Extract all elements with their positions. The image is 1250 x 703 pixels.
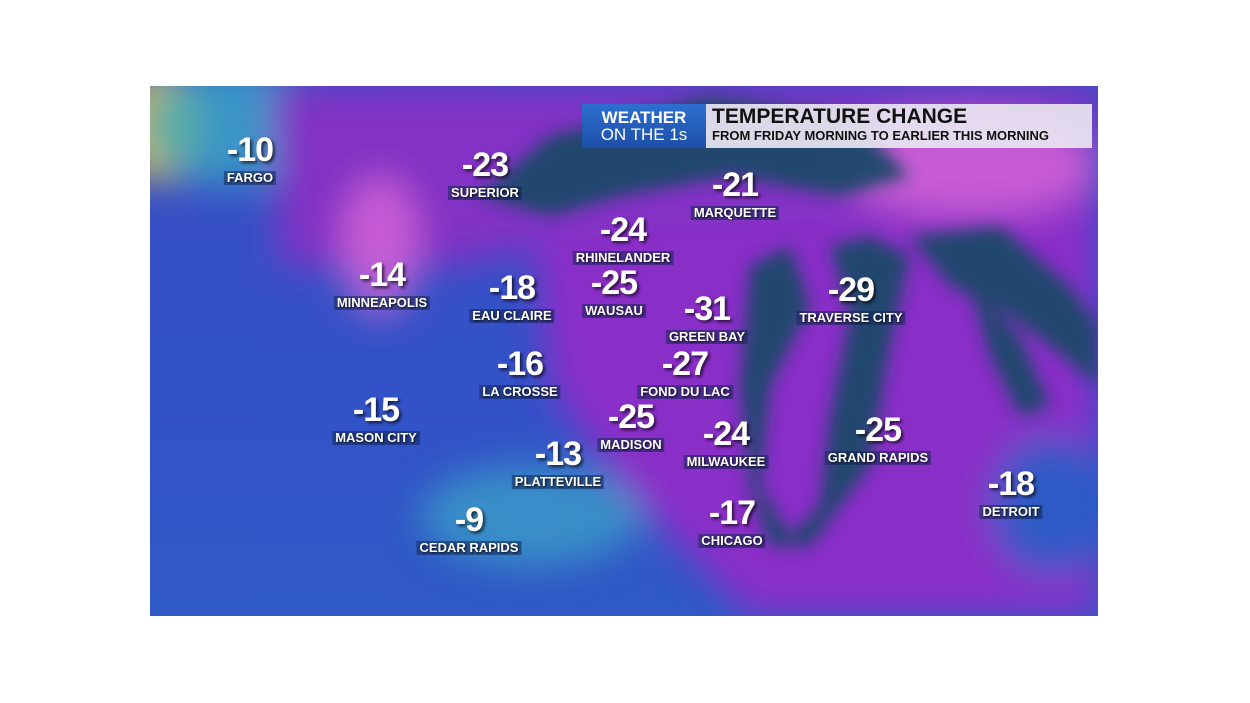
city-milwaukee: -24 MILWAUKEE (683, 415, 769, 470)
temperature-change-value: -24 (599, 211, 647, 249)
city-cedar-rapids: -9 CEDAR RAPIDS (416, 501, 522, 556)
temperature-change-value: -31 (683, 290, 731, 328)
city-name: MARQUETTE (690, 206, 780, 220)
city-mason-city: -15 MASON CITY (332, 393, 420, 446)
temperature-change-value: -27 (661, 345, 709, 383)
city-minneapolis: -14 MINNEAPOLIS (333, 256, 431, 311)
city-name: WAUSAU (582, 304, 646, 318)
city-name: LA CROSSE (479, 385, 561, 399)
map-title: TEMPERATURE CHANGE (712, 105, 968, 128)
city-name: CHICAGO (698, 534, 766, 548)
brand-line2: ON THE 1s (600, 125, 688, 144)
city-fond-du-lac: -27 FOND DU LAC (637, 347, 733, 400)
temperature-change-value: -29 (827, 271, 875, 309)
city-madison: -25 MADISON (597, 398, 665, 453)
temperature-change-value: -10 (226, 131, 274, 169)
temperature-change-value: -24 (702, 415, 750, 453)
city-superior: -23 SUPERIOR (448, 148, 522, 201)
city-eau-claire: -18 EAU CLAIRE (469, 269, 555, 324)
temperature-change-value: -23 (461, 146, 509, 184)
blue-zone-detroit (990, 436, 1098, 576)
city-platteville: -13 PLATTEVILLE (511, 435, 605, 490)
city-name: PLATTEVILLE (511, 475, 605, 489)
city-name: MASON CITY (332, 431, 420, 445)
city-name: MADISON (597, 438, 665, 452)
lake-huron-bay (970, 286, 1050, 416)
header-banner: WEATHER ON THE 1s TEMPERATURE CHANGE FRO… (582, 104, 1092, 148)
magenta-zone (340, 176, 420, 316)
city-fargo: -10 FARGO (223, 131, 277, 186)
brand-line1: WEATHER (601, 108, 687, 127)
city-name: FOND DU LAC (637, 385, 733, 399)
temperature-change-value: -14 (358, 256, 406, 294)
city-detroit: -18 DETROIT (979, 465, 1043, 520)
temperature-change-value: -18 (488, 269, 536, 307)
city-name: FARGO (223, 171, 277, 185)
city-name: EAU CLAIRE (469, 309, 555, 323)
purple-zone (530, 186, 1098, 616)
brand-logo: WEATHER ON THE 1s (582, 104, 706, 148)
city-traverse-city: -29 TRAVERSE CITY (796, 271, 906, 326)
temperature-change-value: -25 (854, 411, 902, 449)
city-name: MILWAUKEE (683, 455, 769, 469)
city-name: GRAND RAPIDS (824, 451, 932, 465)
city-grand-rapids: -25 GRAND RAPIDS (824, 411, 932, 466)
city-wausau: -25 WAUSAU (582, 266, 646, 319)
temperature-change-value: -17 (708, 494, 756, 532)
temperature-change-value: -9 (454, 501, 484, 539)
city-name: GREEN BAY (665, 330, 749, 344)
temperature-change-value: -25 (607, 398, 655, 436)
city-chicago: -17 CHICAGO (698, 494, 766, 549)
city-marquette: -21 MARQUETTE (690, 166, 780, 221)
temperature-change-value: -16 (496, 345, 544, 383)
city-la-crosse: -16 LA CROSSE (479, 345, 561, 400)
city-green-bay: -31 GREEN BAY (665, 290, 749, 345)
temperature-change-value: -15 (352, 391, 400, 429)
temperature-change-value: -18 (987, 465, 1035, 503)
city-rhinelander: -24 RHINELANDER (572, 211, 674, 266)
city-name: SUPERIOR (448, 186, 522, 200)
map-subtitle: FROM FRIDAY MORNING TO EARLIER THIS MORN… (712, 128, 1050, 143)
city-name: MINNEAPOLIS (333, 296, 431, 310)
temperature-change-map: -10 FARGO -23 SUPERIOR -21 MARQUETTE -24 RHINEL… (150, 86, 1098, 616)
map-background (150, 86, 1098, 616)
temperature-change-value: -25 (590, 264, 638, 302)
temperature-change-value: -13 (534, 435, 582, 473)
title-box: TEMPERATURE CHANGE FROM FRIDAY MORNING T… (706, 104, 1092, 148)
city-name: TRAVERSE CITY (796, 311, 906, 325)
city-name: DETROIT (979, 505, 1043, 519)
city-name: CEDAR RAPIDS (416, 541, 522, 555)
temperature-change-value: -21 (711, 166, 759, 204)
lake-huron (910, 226, 1098, 386)
city-name: RHINELANDER (572, 251, 674, 265)
